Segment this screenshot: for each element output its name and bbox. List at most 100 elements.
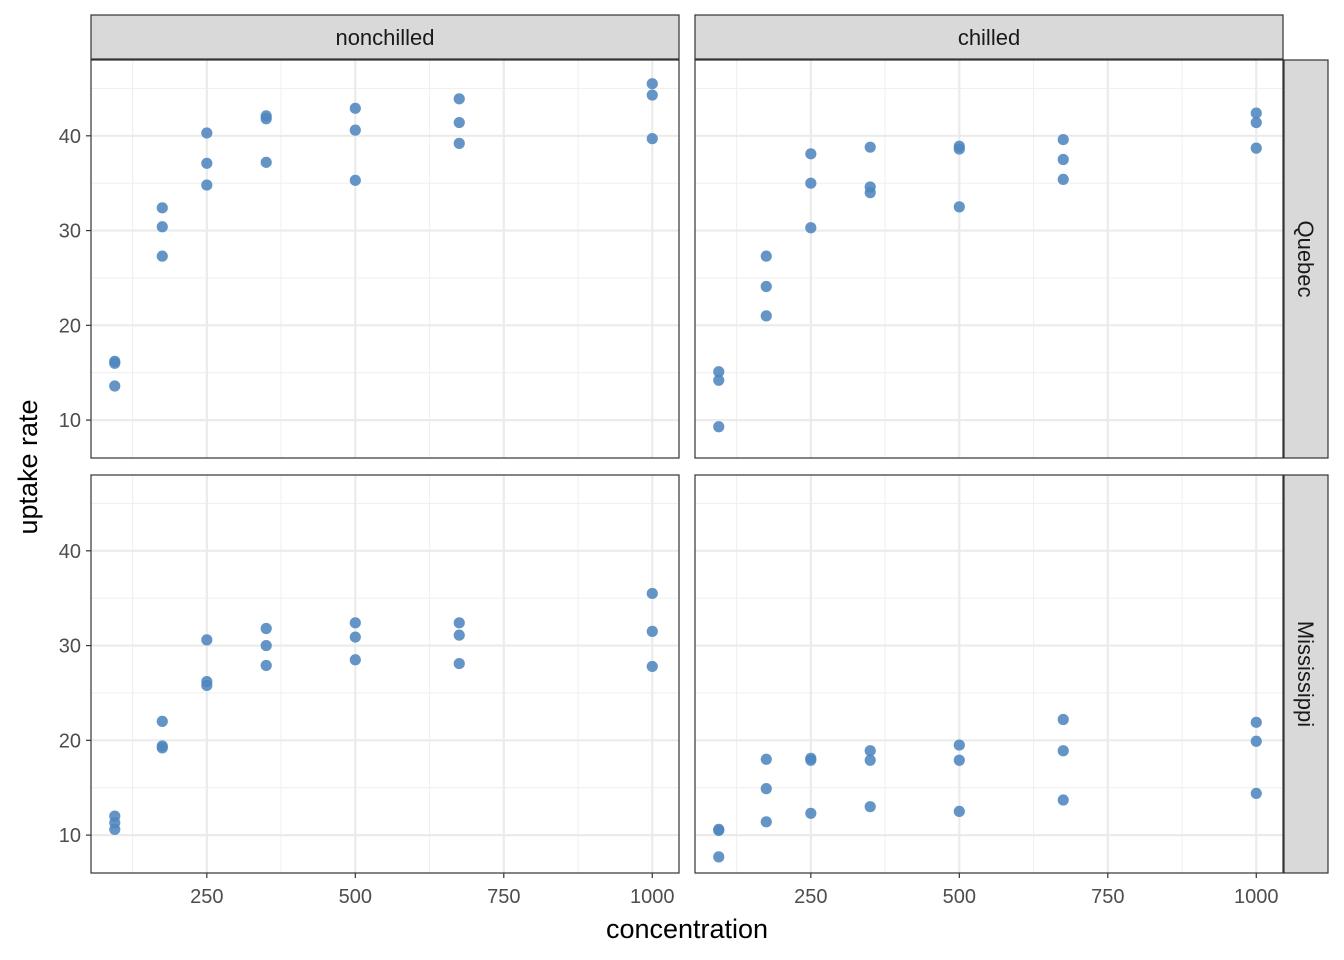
data-point	[646, 89, 658, 101]
data-point	[349, 654, 361, 666]
data-point	[713, 421, 725, 433]
strip-chilled	[694, 14, 1284, 60]
data-point	[953, 140, 965, 152]
y-tick-label: 10	[59, 410, 81, 432]
data-point	[953, 805, 965, 818]
y-tick-label: 40	[59, 541, 81, 563]
data-point	[109, 355, 121, 367]
data-point	[109, 380, 121, 392]
data-point	[260, 659, 272, 672]
panel-border-quebec-chilled	[694, 59, 1284, 459]
data-point	[713, 823, 725, 836]
data-point	[1057, 794, 1069, 806]
data-point	[260, 113, 272, 125]
y-axis-title: uptake rate	[13, 399, 43, 534]
strip-label-mississippi: Mississippi	[1293, 621, 1318, 727]
x-tick-label: 750	[487, 886, 520, 908]
data-point	[864, 745, 876, 757]
data-point	[453, 116, 465, 129]
x-tick-label: 250	[794, 886, 827, 908]
strip-label-chilled: chilled	[958, 25, 1020, 50]
data-point	[646, 78, 658, 90]
x-axis-title: concentration	[606, 914, 768, 944]
panel-border-mississippi-chilled	[694, 474, 1284, 874]
data-point	[453, 617, 465, 629]
panel-background-mississippi-nonchilled	[91, 475, 679, 873]
panel-background-quebec-nonchilled	[91, 60, 679, 458]
strip-label-nonchilled: nonchilled	[335, 25, 434, 50]
panel-border-mississippi-nonchilled	[90, 474, 680, 874]
panel-background-quebec-chilled	[695, 60, 1283, 458]
data-point	[1250, 107, 1262, 119]
data-point	[349, 174, 361, 186]
data-point	[760, 783, 772, 795]
data-point	[805, 807, 817, 819]
data-point	[864, 754, 876, 766]
y-tick-label: 30	[59, 221, 81, 243]
data-point	[805, 754, 817, 766]
data-point	[864, 801, 876, 813]
data-point	[760, 250, 772, 262]
data-point	[260, 639, 272, 652]
data-point	[1057, 153, 1069, 166]
data-point	[260, 622, 272, 635]
data-point	[349, 102, 361, 114]
data-point	[201, 179, 213, 191]
data-point	[109, 817, 121, 829]
x-tick-label: 750	[1091, 886, 1124, 908]
data-point	[646, 625, 658, 637]
y-tick-label: 10	[59, 825, 81, 847]
y-tick-label: 30	[59, 636, 81, 658]
x-tick-label: 250	[190, 886, 223, 908]
y-tick-label: 20	[59, 730, 81, 752]
data-point	[646, 587, 658, 600]
data-point	[953, 754, 965, 766]
data-point	[201, 634, 213, 646]
data-point	[201, 157, 213, 169]
y-tick-label: 40	[59, 126, 81, 148]
data-point	[349, 124, 361, 136]
y-tick-label: 20	[59, 315, 81, 337]
data-point	[201, 127, 213, 139]
data-point	[760, 816, 772, 828]
data-point	[713, 851, 725, 863]
data-point	[953, 739, 965, 751]
x-tick-label: 1000	[630, 886, 675, 908]
data-point	[156, 221, 168, 233]
strip-mississippi	[1283, 474, 1329, 874]
data-point	[713, 374, 725, 386]
data-point	[1057, 134, 1069, 146]
data-point	[453, 629, 465, 641]
data-point	[453, 93, 465, 105]
data-point	[201, 679, 213, 691]
x-tick-label: 1000	[1234, 886, 1279, 908]
data-point	[760, 310, 772, 322]
data-point	[156, 202, 168, 214]
x-tick-label: 500	[943, 886, 976, 908]
data-point	[1057, 745, 1069, 757]
data-point	[760, 753, 772, 765]
data-point	[760, 280, 772, 293]
data-point	[349, 631, 361, 643]
data-point	[1250, 716, 1262, 728]
data-point	[156, 715, 168, 727]
data-point	[260, 156, 272, 168]
strip-nonchilled	[90, 14, 680, 60]
data-point	[864, 187, 876, 199]
data-point	[156, 250, 168, 262]
data-point	[646, 133, 658, 145]
data-point	[1250, 735, 1262, 747]
data-point	[805, 222, 817, 234]
data-point	[713, 366, 725, 378]
panel-background-mississippi-chilled	[695, 475, 1283, 873]
x-tick-label: 500	[339, 886, 372, 908]
data-point	[805, 177, 817, 189]
data-point	[156, 740, 168, 752]
data-point	[1250, 787, 1262, 800]
panel-border-quebec-nonchilled	[90, 59, 680, 459]
data-point	[646, 660, 658, 673]
data-point	[453, 657, 465, 670]
data-point	[1057, 713, 1069, 726]
data-point	[1250, 116, 1262, 129]
